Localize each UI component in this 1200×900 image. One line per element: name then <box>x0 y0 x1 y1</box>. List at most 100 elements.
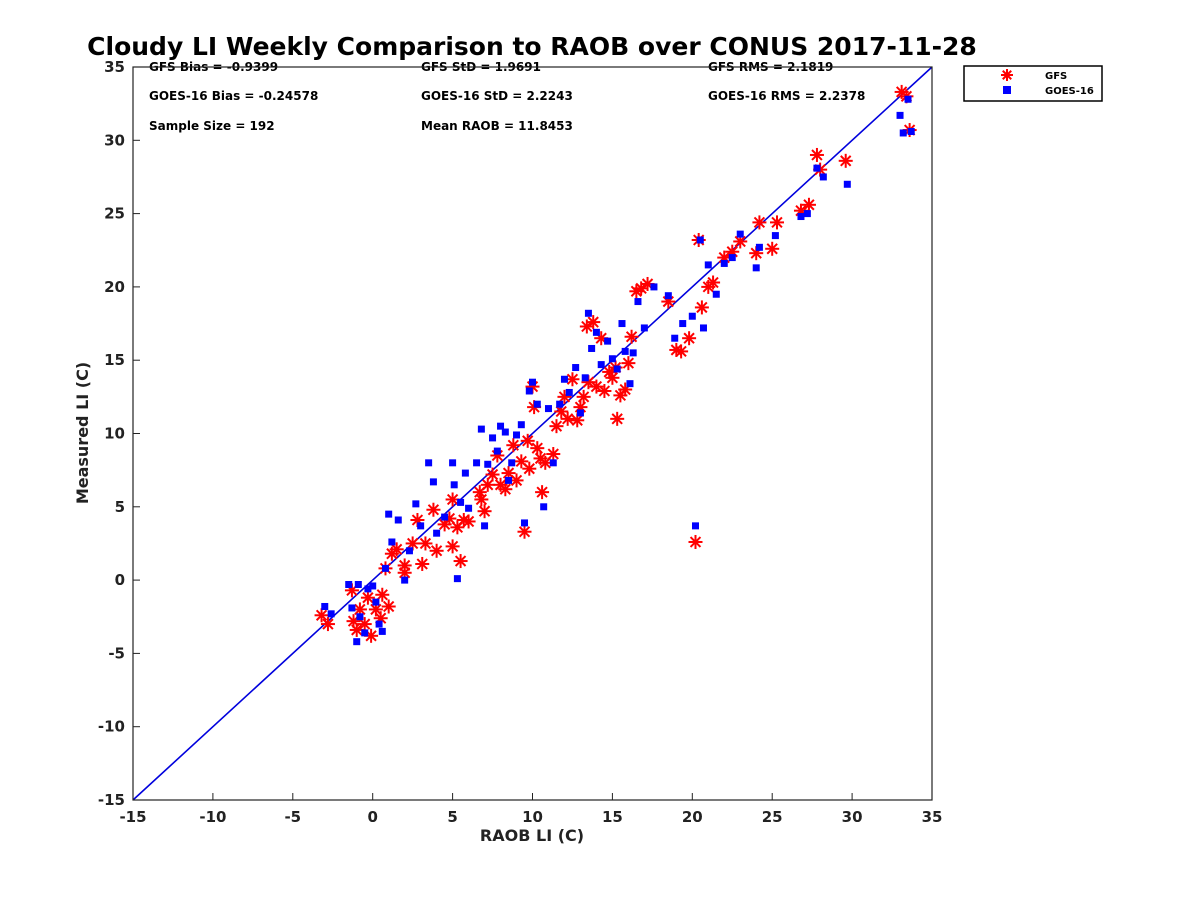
goes16-point <box>508 459 516 467</box>
goes16-point <box>513 431 521 439</box>
gfs-point <box>522 461 537 476</box>
goes16-point <box>327 610 335 618</box>
goes16-point <box>604 337 612 345</box>
goes16-point <box>540 503 548 511</box>
y-tick-label: 20 <box>104 278 125 296</box>
y-tick-label: 0 <box>115 571 125 589</box>
goes16-point <box>529 378 536 386</box>
x-tick-label: 35 <box>922 808 943 826</box>
goes16-point <box>608 355 616 363</box>
x-tick-label: -10 <box>199 808 226 826</box>
goes16-point <box>572 364 580 372</box>
gfs-point <box>485 467 500 482</box>
legend: GFS GOES-16 <box>963 65 1103 102</box>
goes16-point <box>348 604 356 612</box>
y-tick-label: -5 <box>108 644 125 662</box>
gfs-point <box>682 331 697 346</box>
stat-text: Mean RAOB = 11.8453 <box>421 119 573 133</box>
gfs-point <box>506 438 521 453</box>
goes16-point <box>449 459 457 467</box>
goes16-point <box>843 180 851 188</box>
stats-panel: GFS Bias = -0.9399 GFS StD = 1.9691 GFS RM… <box>149 60 865 133</box>
gfs-point <box>597 383 612 398</box>
goes16-point <box>381 564 389 572</box>
gfs-point <box>576 389 591 404</box>
goes16-point <box>388 538 396 546</box>
goes16-point <box>533 400 541 408</box>
x-tick-label: -15 <box>119 808 146 826</box>
gfs-point <box>397 558 412 573</box>
goes16-point <box>803 210 811 218</box>
goes16-point <box>517 421 525 429</box>
legend-gfs-label: GFS <box>1045 71 1067 82</box>
x-tick-label: 0 <box>367 808 377 826</box>
stat-text: GOES-16 RMS = 2.2378 <box>708 89 865 103</box>
goes16-point <box>640 324 648 332</box>
gfs-point <box>605 370 620 385</box>
stat-text: GOES-16 StD = 2.2243 <box>421 89 573 103</box>
x-tick-label: -5 <box>284 808 301 826</box>
gfs-point <box>453 554 468 569</box>
goes16-point <box>425 459 433 467</box>
goes16-point <box>356 613 364 621</box>
gfs-point <box>765 241 780 256</box>
gfs-point <box>418 536 433 551</box>
gfs-point <box>445 539 460 554</box>
x-tick-label: 30 <box>842 808 863 826</box>
gfs-point <box>801 197 816 212</box>
stat-text: Sample Size = 192 <box>149 119 275 133</box>
goes16-point <box>361 629 369 637</box>
x-tick-label: 25 <box>762 808 783 826</box>
gfs-point <box>706 275 721 290</box>
legend-gfs-asterisk <box>1001 69 1013 81</box>
goes16-point <box>521 519 529 527</box>
stat-text: GOES-16 Bias = -0.24578 <box>149 89 318 103</box>
goes16-point <box>505 476 513 484</box>
goes16-point <box>433 529 441 537</box>
goes16-point <box>372 598 380 606</box>
goes16-point <box>736 230 744 238</box>
x-tick-label: 20 <box>682 808 703 826</box>
gfs-point <box>426 502 441 517</box>
gfs-point <box>535 485 550 500</box>
gfs-point <box>381 599 396 614</box>
goes16-point <box>556 400 564 408</box>
chart-title: Cloudy LI Weekly Comparison to RAOB over… <box>87 32 977 61</box>
gfs-point <box>389 542 404 557</box>
goes16-point <box>819 173 827 181</box>
y-tick-label: 25 <box>104 205 125 223</box>
goes16-point <box>618 320 626 328</box>
gfs-point <box>546 447 561 462</box>
goes16-point <box>412 500 420 508</box>
goes16-point <box>369 582 377 590</box>
goes16-point <box>497 422 505 430</box>
goes16-point <box>489 434 497 442</box>
gfs-point <box>477 504 492 519</box>
goes16-point <box>401 576 409 584</box>
gfs-point <box>694 300 709 315</box>
gfs-point <box>769 215 784 230</box>
goes16-point <box>375 620 383 628</box>
x-tick-label: 15 <box>602 808 623 826</box>
goes16-point <box>364 585 372 593</box>
goes16-point <box>473 459 481 467</box>
goes16-point <box>907 128 915 136</box>
goes16-point <box>671 334 679 342</box>
goes16-point <box>461 469 469 477</box>
goes16-point <box>441 513 449 521</box>
goes16-point <box>354 580 362 588</box>
goes16-point <box>481 522 489 530</box>
gfs-series <box>314 84 917 643</box>
goes16-point <box>565 388 573 396</box>
goes16-point <box>394 516 402 524</box>
goes16-point <box>484 460 492 468</box>
reference-line <box>132 66 933 801</box>
gfs-point <box>375 587 390 602</box>
goes16-point <box>813 164 821 172</box>
gfs-point <box>357 617 372 632</box>
goes16-point <box>581 374 589 382</box>
goes16-point <box>629 349 637 357</box>
goes16-point <box>429 478 437 486</box>
gfs-point <box>549 419 564 434</box>
